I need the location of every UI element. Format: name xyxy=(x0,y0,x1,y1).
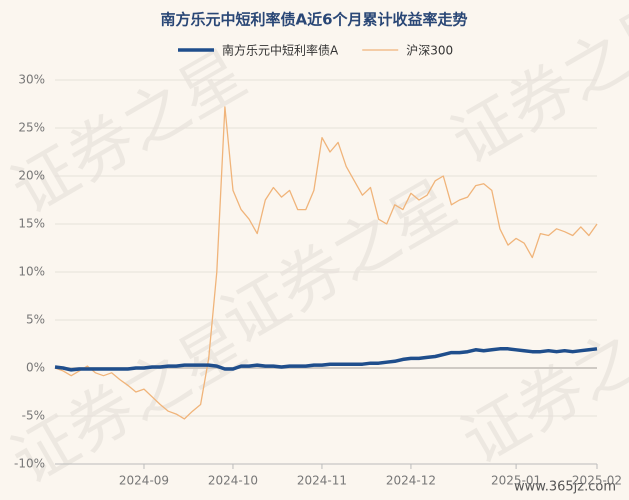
y-tick-label: 20% xyxy=(18,169,45,183)
x-tick-label: 2024-12 xyxy=(386,474,436,488)
legend-label: 沪深300 xyxy=(406,44,453,58)
y-tick-label: 5% xyxy=(26,313,45,327)
series-line xyxy=(54,106,598,420)
x-tick-label: 2024-10 xyxy=(208,474,258,488)
y-tick-label: 30% xyxy=(18,73,45,87)
x-tick-label: 2025-02 xyxy=(572,474,622,488)
x-tick-label: 2025-01 xyxy=(491,474,541,488)
legend: 南方乐元中短利率债A 沪深300 xyxy=(178,43,453,58)
y-tick-label: -10% xyxy=(14,457,45,471)
y-tick-label: 25% xyxy=(18,121,45,135)
series-line xyxy=(54,347,598,372)
x-tick-label: 2024-09 xyxy=(119,474,169,488)
y-tick-label: 10% xyxy=(18,265,45,279)
footer: www.365jz.com xyxy=(514,480,616,495)
chart-title: 南方乐元中短利率债A近6个月累计收益率走势 xyxy=(160,11,467,29)
x-tick-label: 2024-11 xyxy=(297,474,347,488)
y-tick-label: 15% xyxy=(18,217,45,231)
y-tick-label: 0% xyxy=(26,361,45,375)
y-tick-label: -5% xyxy=(22,409,45,423)
legend-label: 南方乐元中短利率债A xyxy=(222,43,339,58)
